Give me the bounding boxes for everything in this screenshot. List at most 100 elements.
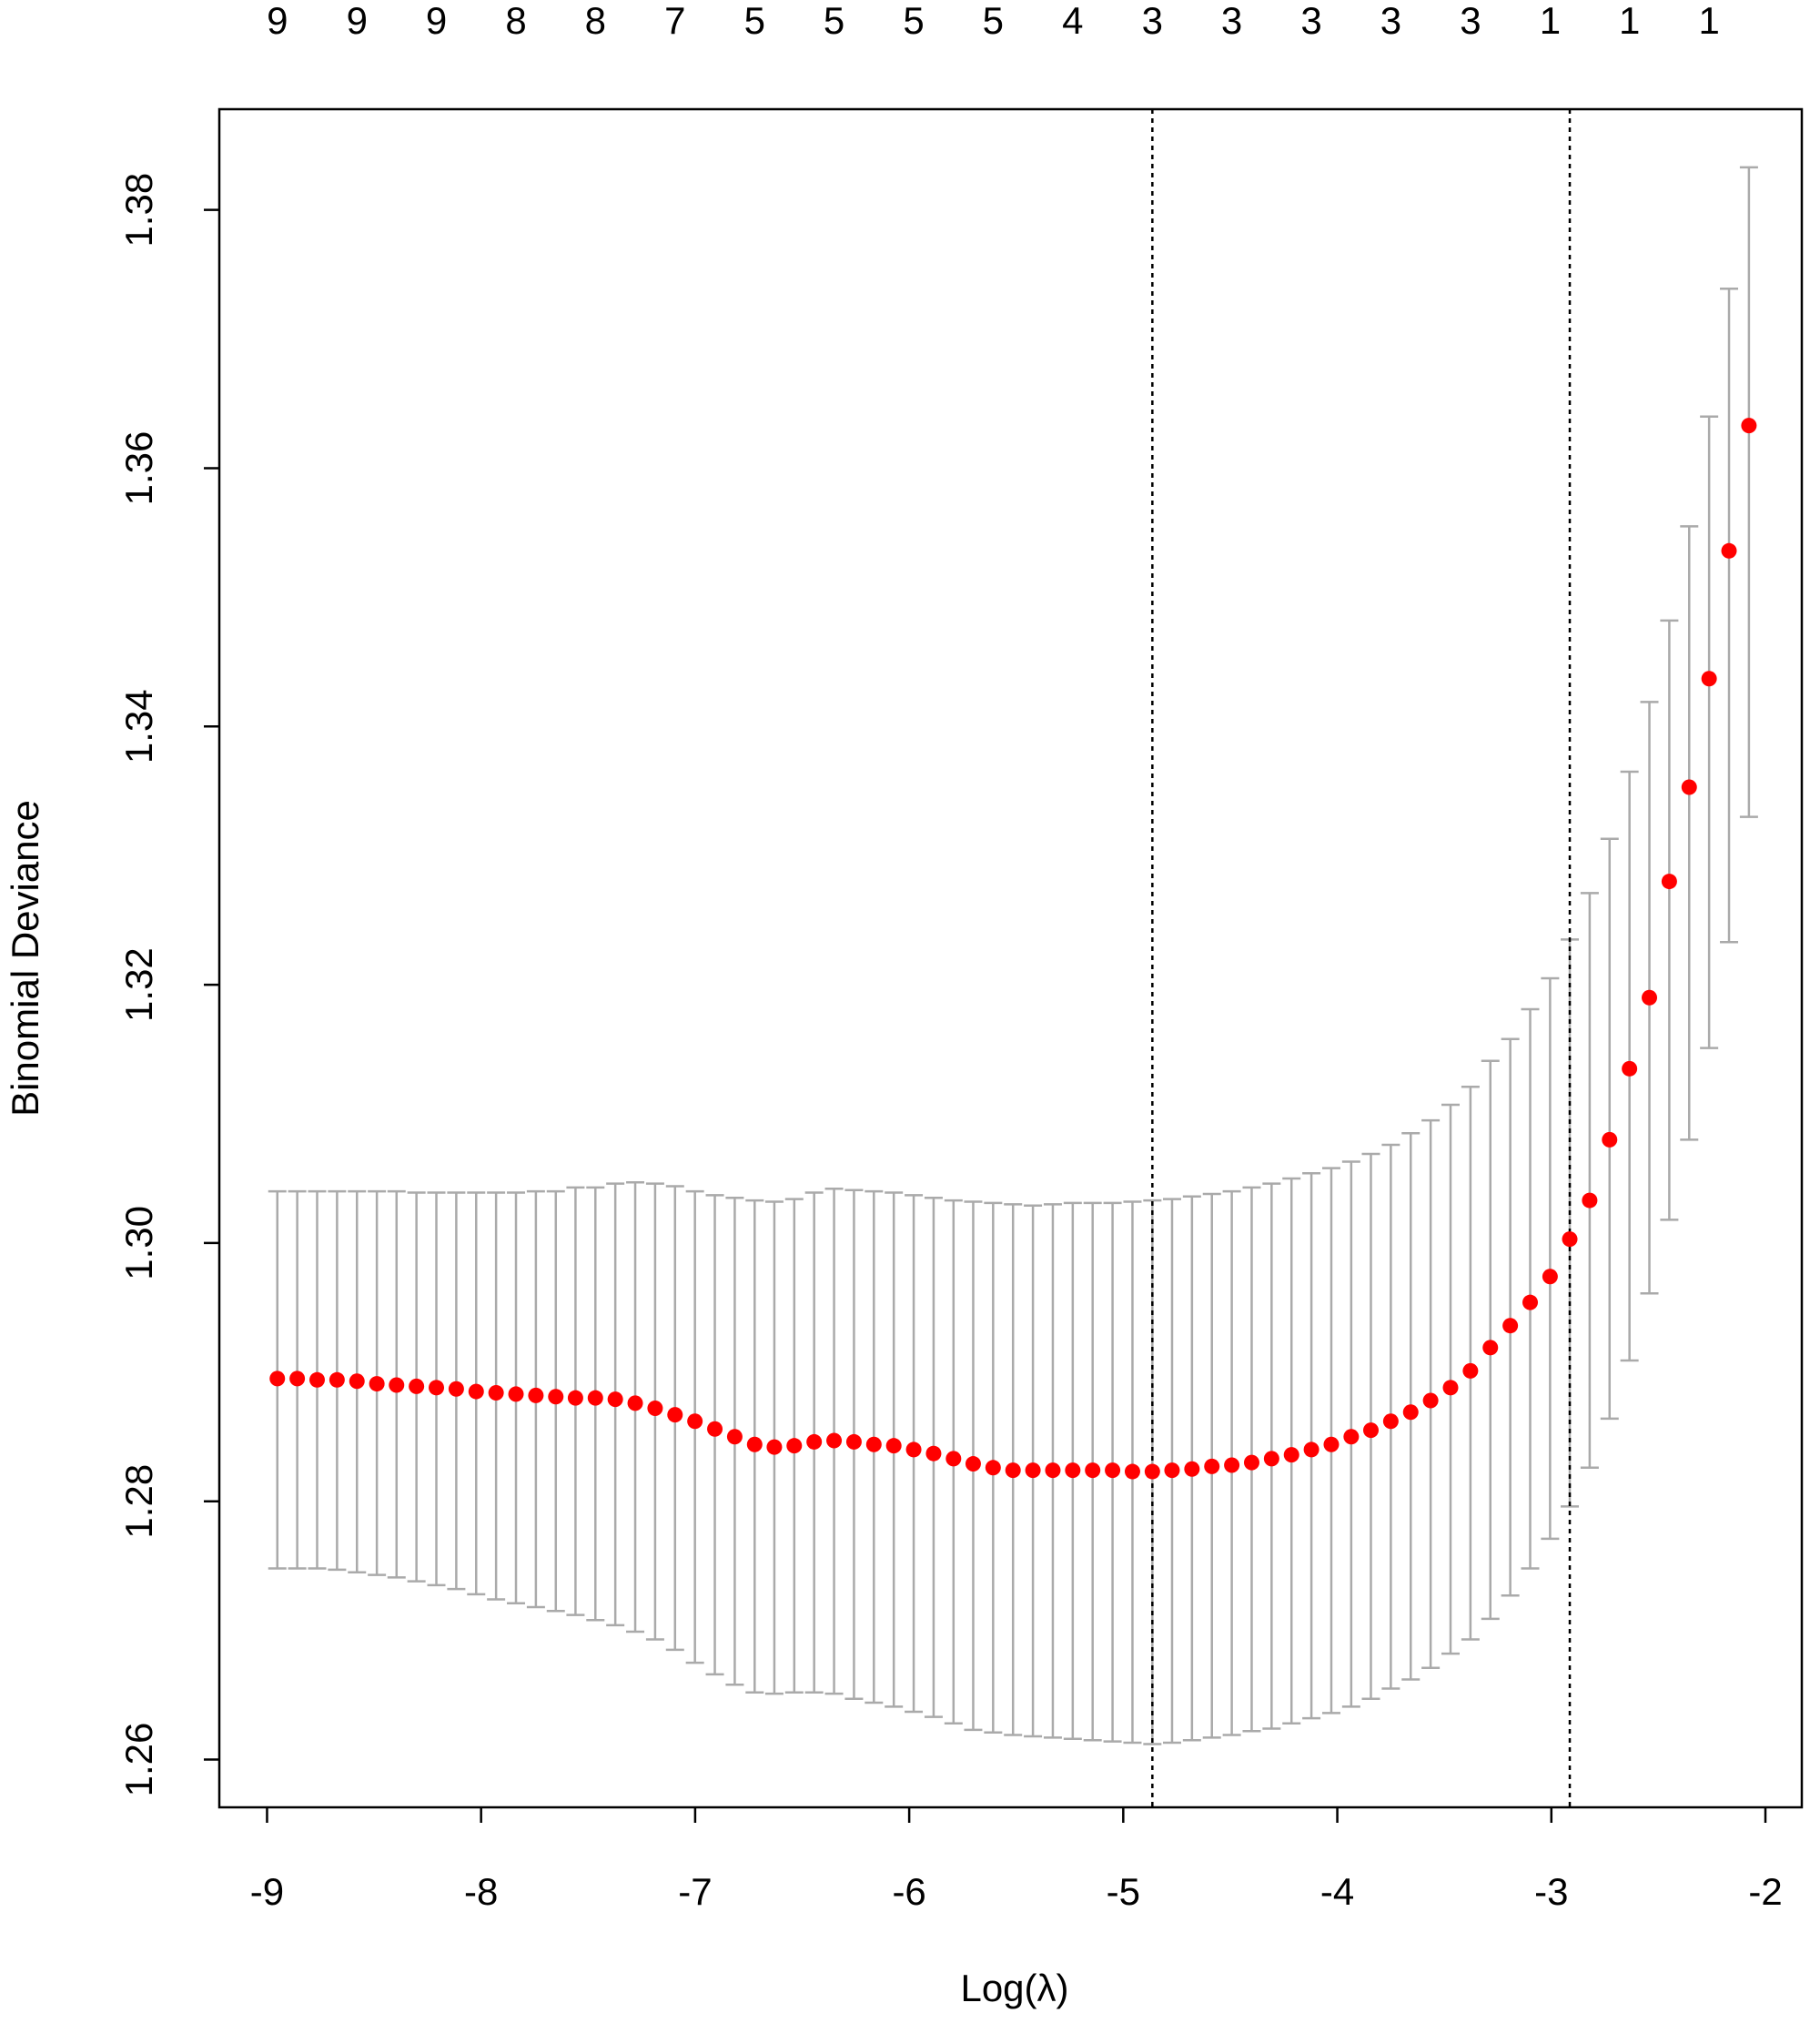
point xyxy=(389,1377,405,1393)
error-bar xyxy=(1441,1103,1460,1655)
point xyxy=(607,1391,623,1408)
top-count-label: 7 xyxy=(664,0,685,42)
error-bar xyxy=(1660,619,1679,1221)
point xyxy=(1323,1436,1340,1452)
error-bar xyxy=(1461,1085,1480,1641)
point xyxy=(1303,1441,1320,1458)
point xyxy=(369,1376,385,1392)
point xyxy=(269,1371,286,1387)
y-tick-label: 1.38 xyxy=(117,173,160,248)
point xyxy=(786,1438,803,1454)
point xyxy=(1045,1462,1061,1479)
point xyxy=(1522,1294,1539,1310)
point xyxy=(746,1436,763,1452)
top-count-label: 5 xyxy=(824,0,844,42)
point xyxy=(1065,1462,1081,1479)
point xyxy=(865,1436,882,1452)
point xyxy=(1164,1462,1180,1479)
point xyxy=(726,1429,743,1445)
point xyxy=(329,1371,345,1388)
top-count-label: 3 xyxy=(1380,0,1401,42)
x-axis-label: Log(λ) xyxy=(960,1967,1068,2009)
top-count-label: 3 xyxy=(1142,0,1163,42)
error-bar xyxy=(1541,976,1560,1541)
point xyxy=(1382,1413,1399,1430)
y-tick-label: 1.32 xyxy=(117,947,160,1022)
point xyxy=(1025,1462,1041,1479)
point xyxy=(627,1395,643,1411)
x-tick-label: -8 xyxy=(464,1870,498,1913)
point xyxy=(1602,1131,1618,1148)
point xyxy=(409,1378,425,1394)
plot-frame xyxy=(217,107,1804,1809)
point xyxy=(1362,1422,1379,1439)
point xyxy=(1642,989,1658,1006)
point xyxy=(1462,1362,1479,1379)
y-tick-label: 1.36 xyxy=(117,431,160,506)
top-count-label: 9 xyxy=(347,0,368,42)
point xyxy=(806,1433,823,1450)
x-tick-label: -7 xyxy=(678,1870,712,1913)
error-bar xyxy=(1680,525,1699,1141)
top-count-label: 5 xyxy=(903,0,924,42)
point xyxy=(707,1421,723,1437)
y-tick-label: 1.28 xyxy=(117,1464,160,1539)
point xyxy=(429,1380,445,1396)
point xyxy=(845,1433,862,1450)
x-tick-label: -4 xyxy=(1320,1870,1354,1913)
point xyxy=(1442,1380,1459,1396)
point xyxy=(1085,1462,1101,1479)
x-tick-label: -2 xyxy=(1748,1870,1782,1913)
error-bar xyxy=(1600,837,1619,1421)
point xyxy=(766,1439,783,1455)
point xyxy=(905,1441,922,1458)
point xyxy=(1243,1454,1259,1471)
point xyxy=(508,1386,524,1402)
point xyxy=(1124,1463,1140,1480)
point xyxy=(1482,1340,1499,1356)
point xyxy=(945,1451,962,1467)
point xyxy=(1741,418,1757,434)
point xyxy=(667,1407,683,1423)
point xyxy=(826,1432,843,1449)
point xyxy=(1204,1458,1220,1474)
point xyxy=(1701,671,1717,687)
point xyxy=(1283,1447,1299,1463)
point xyxy=(1402,1404,1419,1421)
top-count-label: 3 xyxy=(1460,0,1481,42)
top-count-label: 8 xyxy=(505,0,526,42)
top-count-label: 3 xyxy=(1221,0,1242,42)
point xyxy=(528,1387,544,1403)
top-count-label: 1 xyxy=(1619,0,1640,42)
y-tick-label: 1.34 xyxy=(117,689,160,764)
top-count-label: 8 xyxy=(585,0,606,42)
error-bar xyxy=(1700,415,1719,1049)
point xyxy=(687,1413,703,1430)
point xyxy=(587,1390,603,1406)
x-tick-label: -6 xyxy=(892,1870,925,1913)
top-count-label: 5 xyxy=(744,0,765,42)
point xyxy=(1422,1392,1439,1409)
y-tick-label: 1.26 xyxy=(117,1723,160,1797)
y-axis-label: Binomial Deviance xyxy=(4,800,46,1117)
top-count-label: 1 xyxy=(1698,0,1719,42)
y-tick-label: 1.30 xyxy=(117,1206,160,1280)
x-tick-label: -3 xyxy=(1534,1870,1568,1913)
x-tick-label: -9 xyxy=(250,1870,284,1913)
point xyxy=(1562,1231,1578,1248)
point xyxy=(1721,542,1737,559)
point xyxy=(1622,1060,1638,1077)
point xyxy=(1184,1461,1200,1477)
point xyxy=(488,1384,504,1401)
point xyxy=(1542,1269,1558,1285)
point xyxy=(647,1401,663,1417)
top-count-label: 1 xyxy=(1540,0,1561,42)
point xyxy=(1144,1463,1160,1480)
top-count-label: 4 xyxy=(1062,0,1083,42)
point xyxy=(1661,874,1677,890)
x-tick-label: -5 xyxy=(1107,1870,1140,1913)
point xyxy=(1263,1451,1279,1467)
point xyxy=(1105,1462,1121,1479)
point xyxy=(567,1390,583,1406)
